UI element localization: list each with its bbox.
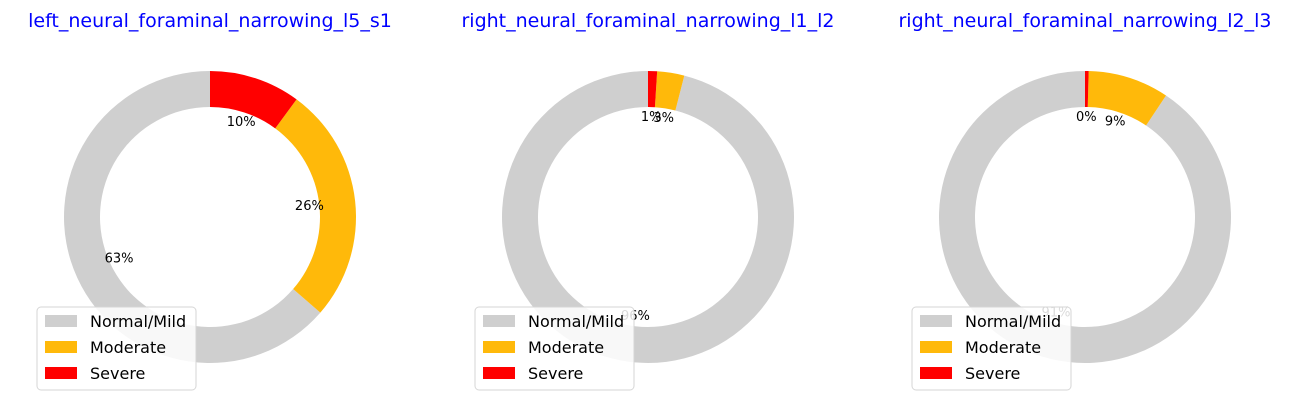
chart-title: right_neural_foraminal_narrowing_l2_l3: [898, 10, 1271, 32]
donut-chart-panel: right_neural_foraminal_narrowing_l2_l391…: [898, 10, 1272, 391]
donut-slice-severe: [648, 71, 658, 108]
chart-title: right_neural_foraminal_narrowing_l1_l2: [461, 10, 834, 32]
legend-label: Moderate: [965, 338, 1041, 357]
legend-swatch-moderate: [45, 341, 77, 353]
donut-slice-moderate: [1087, 71, 1167, 126]
legend-swatch-severe: [45, 367, 77, 379]
donut-slice-moderate: [654, 71, 685, 111]
legend-swatch-moderate: [920, 341, 952, 353]
legend-label: Severe: [90, 364, 145, 383]
legend-label: Severe: [965, 364, 1020, 383]
legend-label: Normal/Mild: [528, 312, 624, 331]
legend-label: Severe: [528, 364, 583, 383]
donut-chart-panel: left_neural_foraminal_narrowing_l5_s1 63%…: [28, 10, 392, 391]
legend-swatch-severe: [483, 367, 515, 379]
slice-percent-label: 9%: [1105, 115, 1126, 130]
legend-label: Normal/Mild: [90, 312, 186, 331]
legend-swatch-normal-mild: [45, 315, 77, 327]
slice-percent-label: 10%: [227, 115, 256, 130]
legend-label: Moderate: [528, 338, 604, 357]
legend-swatch-moderate: [483, 341, 515, 353]
legend-swatch-severe: [920, 367, 952, 379]
legend-swatch-normal-mild: [920, 315, 952, 327]
donut-slice-severe: [210, 71, 297, 129]
legend-label: Moderate: [90, 338, 166, 357]
slice-percent-label: 0%: [1076, 110, 1097, 125]
legend-swatch-normal-mild: [483, 315, 515, 327]
donut-slice-moderate: [275, 99, 356, 313]
slice-percent-label: 63%: [105, 252, 134, 267]
donut-chart-panel: right_neural_foraminal_narrowing_l1_l296…: [461, 10, 835, 391]
chart-title: left_neural_foraminal_narrowing_l5_s1: [28, 10, 392, 32]
legend-label: Normal/Mild: [965, 312, 1061, 331]
donut-slice-normal-mild: [64, 71, 321, 363]
donut-slice-severe: [1085, 71, 1089, 108]
slice-percent-label: 26%: [295, 199, 324, 214]
slice-percent-label: 3%: [653, 111, 674, 126]
slice-percent-label: 1%: [641, 110, 662, 125]
